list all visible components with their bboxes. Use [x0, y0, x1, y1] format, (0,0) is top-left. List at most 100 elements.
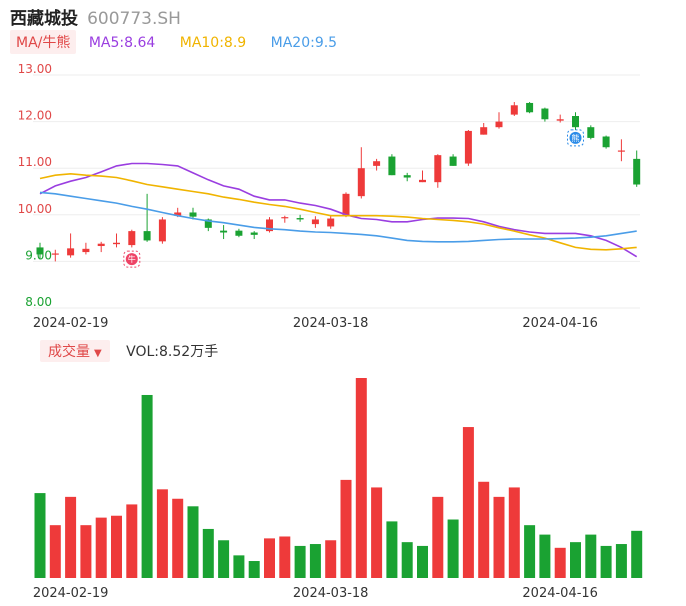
ma20-value: MA20:9.5	[270, 35, 338, 51]
volume-bar	[111, 515, 122, 578]
stock-name: 西藏城投	[10, 9, 78, 29]
volume-bar	[478, 481, 490, 578]
candle-body	[434, 155, 442, 183]
volume-x-tick-label: 2024-02-19	[33, 586, 109, 601]
ma5-value: MA5:8.64	[88, 35, 156, 51]
volume-x-tick-label: 2024-03-18	[293, 586, 369, 601]
candle-body	[174, 212, 182, 216]
volume-bar	[264, 538, 275, 578]
candle-body	[633, 158, 641, 185]
candle-body	[419, 179, 426, 183]
candle-body	[495, 121, 503, 128]
volume-x-tick-label: 2024-04-16	[522, 586, 598, 601]
candle-body	[266, 219, 273, 232]
candle-body	[464, 130, 472, 164]
candle-body	[281, 217, 289, 219]
candle-body	[327, 218, 335, 227]
volume-bar	[615, 544, 627, 578]
y-tick-label: 8.00	[25, 295, 52, 309]
ma20-line	[39, 191, 637, 243]
candle-body	[296, 218, 304, 220]
volume-bar	[233, 555, 245, 578]
volume-bar	[508, 487, 520, 578]
y-tick-label: 13.00	[18, 62, 52, 76]
price-x-tick-label: 2024-04-16	[522, 316, 598, 331]
stock-header: 西藏城投 600773.SH	[10, 4, 181, 29]
volume-bar	[156, 489, 168, 578]
candle-body	[449, 156, 457, 166]
candle-body	[357, 168, 365, 197]
volume-bar	[386, 521, 398, 578]
volume-bar	[309, 544, 321, 578]
volume-bar	[417, 545, 428, 578]
bear-signal-icon	[569, 131, 582, 144]
candle-body	[36, 247, 44, 255]
candle-body	[480, 127, 488, 135]
candle-body	[250, 232, 258, 235]
volume-bar	[325, 540, 337, 578]
volume-bar	[141, 394, 153, 578]
volume-bar	[49, 525, 61, 578]
volume-bar	[355, 378, 367, 578]
volume-legend: 成交量 ▼ VOL:8.52万手	[40, 340, 218, 362]
candle-body	[82, 248, 90, 253]
candle-body	[158, 219, 166, 242]
candle-body	[189, 212, 197, 217]
candle-body	[311, 219, 319, 225]
volume-bar	[218, 540, 230, 578]
y-tick-label: 9.00	[25, 248, 52, 262]
ma10-value: MA10:8.9	[179, 35, 247, 51]
price-x-tick-label: 2024-02-19	[33, 316, 109, 331]
candle-body	[373, 161, 381, 166]
ma10-line	[39, 172, 637, 251]
candle-body	[587, 127, 595, 138]
volume-bar	[570, 542, 581, 578]
y-tick-label: 10.00	[18, 202, 52, 216]
ma5-line	[39, 162, 638, 258]
volume-value: VOL:8.52万手	[126, 344, 219, 360]
candle-body	[388, 156, 396, 176]
volume-bar	[294, 545, 306, 578]
ma-indicator-selector[interactable]: MA/牛熊	[10, 30, 77, 54]
candle-body	[556, 119, 564, 121]
candle-body	[113, 242, 120, 245]
candle-body	[342, 193, 350, 217]
volume-bar	[600, 545, 612, 578]
ma-legend: MA/牛熊 MA5:8.64 MA10:8.9 MA20:9.5	[10, 30, 337, 54]
candle-body	[143, 231, 151, 241]
price-x-tick-label: 2024-03-18	[293, 316, 369, 331]
volume-bar	[126, 504, 138, 578]
volume-bar	[554, 547, 566, 578]
volume-bar	[187, 506, 199, 578]
candle-body	[403, 175, 411, 178]
candle-body	[51, 253, 59, 255]
caret-down-icon: ▼	[94, 348, 102, 359]
y-tick-label: 12.00	[18, 109, 52, 123]
signal-marker-label: 熊	[572, 133, 580, 143]
candle-body	[97, 243, 105, 247]
signal-marker-label: 牛	[128, 254, 136, 264]
volume-bar	[65, 496, 77, 578]
candle-body	[526, 102, 534, 113]
candle-body	[541, 108, 549, 120]
volume-bar	[340, 479, 352, 578]
candle-body	[235, 230, 243, 236]
volume-indicator-selector[interactable]: 成交量 ▼	[40, 340, 110, 362]
volume-bar	[401, 542, 413, 578]
stock-code: 600773.SH	[87, 9, 181, 29]
volume-bar	[371, 487, 383, 578]
volume-bar	[462, 427, 474, 578]
volume-bar	[95, 517, 107, 578]
volume-bar	[80, 525, 92, 578]
volume-bar	[447, 519, 459, 578]
volume-bar	[493, 496, 505, 578]
volume-bar	[585, 534, 597, 578]
candle-body	[617, 150, 625, 152]
volume-indicator-label: 成交量	[48, 344, 90, 360]
y-tick-label: 11.00	[18, 155, 52, 169]
volume-bar	[34, 493, 46, 578]
candle-body	[572, 116, 579, 128]
volume-bar	[524, 525, 536, 578]
volume-bar	[279, 536, 291, 578]
